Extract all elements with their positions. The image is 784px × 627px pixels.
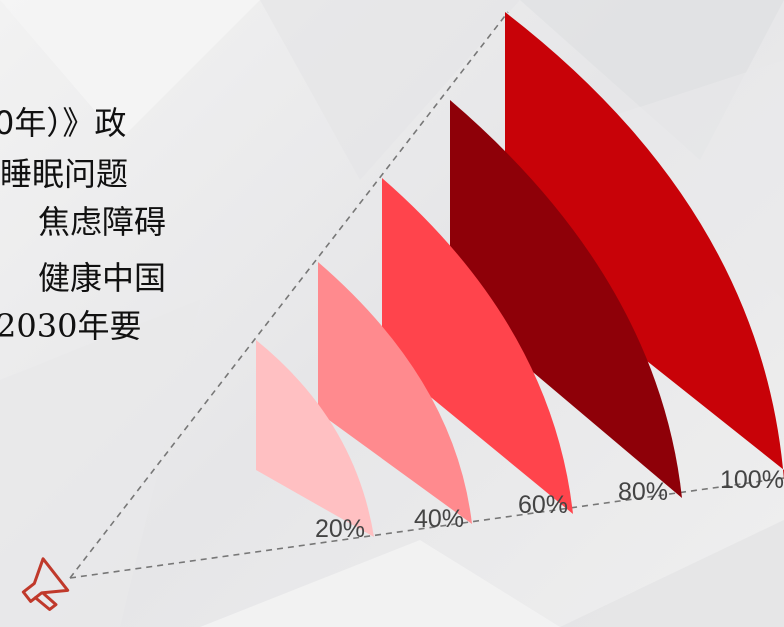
label-60-percent: 60%: [518, 491, 568, 519]
text-line-3: 焦虑障碍: [38, 203, 167, 241]
text-line-2: 睡眠问题: [0, 155, 129, 193]
label-100-percent: 100%: [720, 466, 784, 494]
fan-100-percent: [505, 12, 784, 480]
label-80-percent: 80%: [618, 478, 668, 506]
label-40-percent: 40%: [414, 505, 464, 533]
fan-80-percent: [450, 100, 682, 498]
label-20-percent: 20%: [315, 515, 365, 543]
text-line-5: 2030年要: [0, 307, 142, 345]
fan-60-percent: [382, 178, 573, 514]
text-line-4: 健康中国: [38, 259, 167, 297]
megaphone-icon: [21, 557, 70, 611]
fan-40-percent: [318, 262, 472, 524]
fan-20-percent: [256, 340, 374, 537]
text-line-1: 0年）》政: [0, 104, 127, 142]
upper-guide-line: [69, 11, 509, 579]
